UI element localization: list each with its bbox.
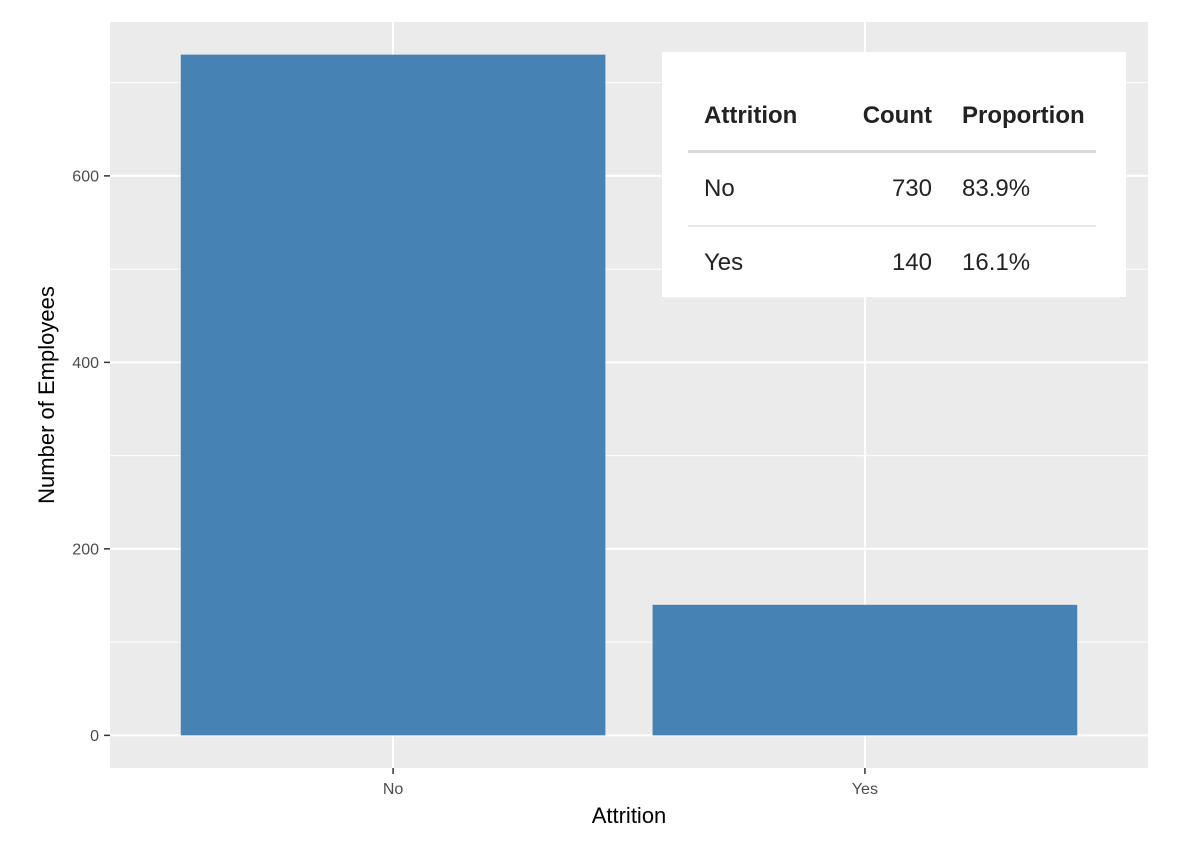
table-row: No 730 83.9% bbox=[688, 151, 1096, 227]
table-row: Yes 140 16.1% bbox=[688, 226, 1096, 299]
cell-count: 730 bbox=[836, 151, 932, 227]
header-count: Count bbox=[836, 81, 932, 153]
header-proportion: Proportion bbox=[932, 81, 1096, 153]
bar-no bbox=[180, 54, 606, 736]
cell-attrition: Yes bbox=[704, 249, 744, 276]
y-tick-label: 400 bbox=[72, 355, 99, 372]
x-axis-title: Attrition bbox=[592, 803, 667, 828]
cell-count: 140 bbox=[891, 249, 932, 276]
cell-proportion: 16.1% bbox=[962, 249, 1031, 276]
x-axis: No Yes bbox=[383, 768, 878, 798]
y-tick-label: 600 bbox=[72, 168, 99, 185]
y-axis-title: Number of Employees bbox=[34, 286, 59, 504]
bars bbox=[180, 54, 1078, 736]
y-tick-label: 200 bbox=[72, 541, 99, 558]
x-tick-label: No bbox=[383, 781, 404, 798]
cell-proportion: 83.9% bbox=[932, 151, 1096, 227]
summary-table: Attrition Count Proportion No 730 83.9% … bbox=[662, 52, 1126, 297]
cell-attrition: No bbox=[688, 151, 836, 227]
table-header-row: Attrition Count Proportion bbox=[688, 81, 1096, 153]
y-tick-label: 0 bbox=[90, 728, 99, 745]
header-attrition: Attrition bbox=[688, 81, 836, 153]
bar-yes bbox=[652, 604, 1078, 736]
y-axis: 0 200 400 600 bbox=[72, 168, 110, 745]
x-tick-label: Yes bbox=[852, 781, 878, 798]
